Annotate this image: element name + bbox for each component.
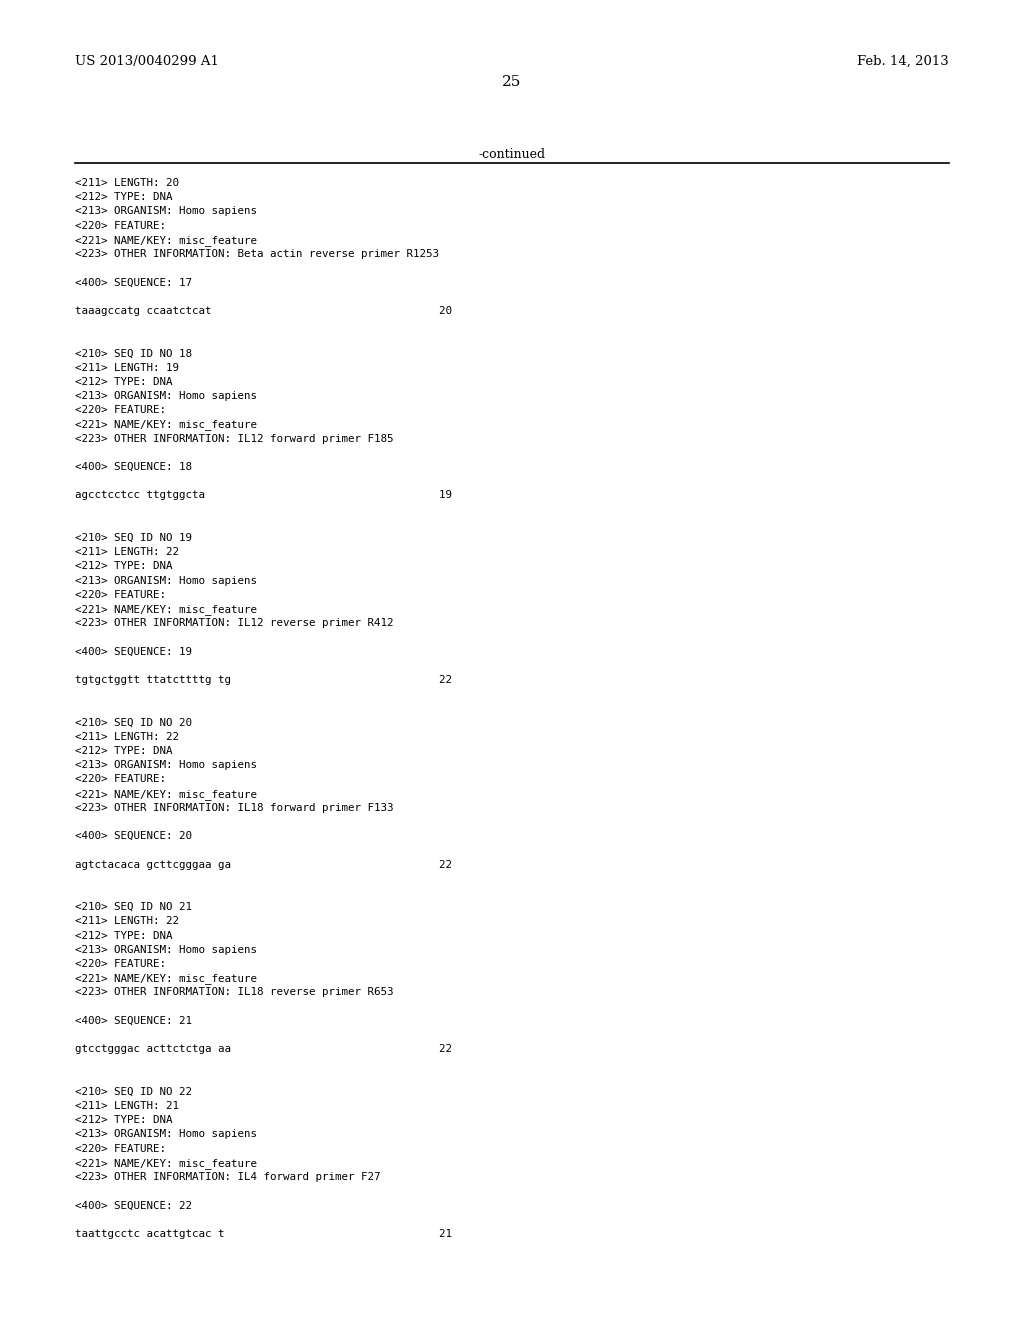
Text: <212> TYPE: DNA: <212> TYPE: DNA xyxy=(75,376,172,387)
Text: taaagccatg ccaatctcat                                   20: taaagccatg ccaatctcat 20 xyxy=(75,306,452,315)
Text: 25: 25 xyxy=(503,75,521,88)
Text: <213> ORGANISM: Homo sapiens: <213> ORGANISM: Homo sapiens xyxy=(75,576,257,586)
Text: agtctacaca gcttcgggaa ga                                22: agtctacaca gcttcgggaa ga 22 xyxy=(75,859,452,870)
Text: <211> LENGTH: 21: <211> LENGTH: 21 xyxy=(75,1101,179,1111)
Text: <223> OTHER INFORMATION: IL12 forward primer F185: <223> OTHER INFORMATION: IL12 forward pr… xyxy=(75,433,393,444)
Text: taattgcctc acattgtcac t                                 21: taattgcctc acattgtcac t 21 xyxy=(75,1229,452,1238)
Text: <220> FEATURE:: <220> FEATURE: xyxy=(75,590,166,599)
Text: <213> ORGANISM: Homo sapiens: <213> ORGANISM: Homo sapiens xyxy=(75,391,257,401)
Text: <400> SEQUENCE: 20: <400> SEQUENCE: 20 xyxy=(75,832,193,841)
Text: <210> SEQ ID NO 20: <210> SEQ ID NO 20 xyxy=(75,718,193,727)
Text: <220> FEATURE:: <220> FEATURE: xyxy=(75,775,166,784)
Text: <212> TYPE: DNA: <212> TYPE: DNA xyxy=(75,1115,172,1125)
Text: <213> ORGANISM: Homo sapiens: <213> ORGANISM: Homo sapiens xyxy=(75,945,257,954)
Text: <213> ORGANISM: Homo sapiens: <213> ORGANISM: Homo sapiens xyxy=(75,1130,257,1139)
Text: <221> NAME/KEY: misc_feature: <221> NAME/KEY: misc_feature xyxy=(75,788,257,800)
Text: <400> SEQUENCE: 19: <400> SEQUENCE: 19 xyxy=(75,647,193,656)
Text: <211> LENGTH: 19: <211> LENGTH: 19 xyxy=(75,363,179,372)
Text: <400> SEQUENCE: 21: <400> SEQUENCE: 21 xyxy=(75,1016,193,1026)
Text: agcctcctcc ttgtggcta                                    19: agcctcctcc ttgtggcta 19 xyxy=(75,491,452,500)
Text: <400> SEQUENCE: 17: <400> SEQUENCE: 17 xyxy=(75,277,193,288)
Text: <220> FEATURE:: <220> FEATURE: xyxy=(75,1143,166,1154)
Text: <211> LENGTH: 22: <211> LENGTH: 22 xyxy=(75,731,179,742)
Text: <223> OTHER INFORMATION: IL18 reverse primer R653: <223> OTHER INFORMATION: IL18 reverse pr… xyxy=(75,987,393,998)
Text: <210> SEQ ID NO 22: <210> SEQ ID NO 22 xyxy=(75,1086,193,1097)
Text: <221> NAME/KEY: misc_feature: <221> NAME/KEY: misc_feature xyxy=(75,1158,257,1168)
Text: <212> TYPE: DNA: <212> TYPE: DNA xyxy=(75,931,172,941)
Text: <400> SEQUENCE: 18: <400> SEQUENCE: 18 xyxy=(75,462,193,473)
Text: <220> FEATURE:: <220> FEATURE: xyxy=(75,405,166,416)
Text: <213> ORGANISM: Homo sapiens: <213> ORGANISM: Homo sapiens xyxy=(75,760,257,770)
Text: <213> ORGANISM: Homo sapiens: <213> ORGANISM: Homo sapiens xyxy=(75,206,257,216)
Text: <223> OTHER INFORMATION: Beta actin reverse primer R1253: <223> OTHER INFORMATION: Beta actin reve… xyxy=(75,249,439,259)
Text: <223> OTHER INFORMATION: IL18 forward primer F133: <223> OTHER INFORMATION: IL18 forward pr… xyxy=(75,803,393,813)
Text: Feb. 14, 2013: Feb. 14, 2013 xyxy=(857,55,949,69)
Text: <223> OTHER INFORMATION: IL12 reverse primer R412: <223> OTHER INFORMATION: IL12 reverse pr… xyxy=(75,618,393,628)
Text: <211> LENGTH: 20: <211> LENGTH: 20 xyxy=(75,178,179,187)
Text: <210> SEQ ID NO 21: <210> SEQ ID NO 21 xyxy=(75,902,193,912)
Text: <210> SEQ ID NO 19: <210> SEQ ID NO 19 xyxy=(75,533,193,543)
Text: gtcctgggac acttctctga aa                                22: gtcctgggac acttctctga aa 22 xyxy=(75,1044,452,1055)
Text: <220> FEATURE:: <220> FEATURE: xyxy=(75,960,166,969)
Text: <221> NAME/KEY: misc_feature: <221> NAME/KEY: misc_feature xyxy=(75,420,257,430)
Text: <211> LENGTH: 22: <211> LENGTH: 22 xyxy=(75,548,179,557)
Text: tgtgctggtt ttatcttttg tg                                22: tgtgctggtt ttatcttttg tg 22 xyxy=(75,675,452,685)
Text: <400> SEQUENCE: 22: <400> SEQUENCE: 22 xyxy=(75,1200,193,1210)
Text: <220> FEATURE:: <220> FEATURE: xyxy=(75,220,166,231)
Text: <210> SEQ ID NO 18: <210> SEQ ID NO 18 xyxy=(75,348,193,359)
Text: <211> LENGTH: 22: <211> LENGTH: 22 xyxy=(75,916,179,927)
Text: <221> NAME/KEY: misc_feature: <221> NAME/KEY: misc_feature xyxy=(75,605,257,615)
Text: <223> OTHER INFORMATION: IL4 forward primer F27: <223> OTHER INFORMATION: IL4 forward pri… xyxy=(75,1172,381,1181)
Text: <212> TYPE: DNA: <212> TYPE: DNA xyxy=(75,746,172,756)
Text: <212> TYPE: DNA: <212> TYPE: DNA xyxy=(75,193,172,202)
Text: <221> NAME/KEY: misc_feature: <221> NAME/KEY: misc_feature xyxy=(75,235,257,246)
Text: <221> NAME/KEY: misc_feature: <221> NAME/KEY: misc_feature xyxy=(75,973,257,985)
Text: -continued: -continued xyxy=(478,148,546,161)
Text: US 2013/0040299 A1: US 2013/0040299 A1 xyxy=(75,55,219,69)
Text: <212> TYPE: DNA: <212> TYPE: DNA xyxy=(75,561,172,572)
